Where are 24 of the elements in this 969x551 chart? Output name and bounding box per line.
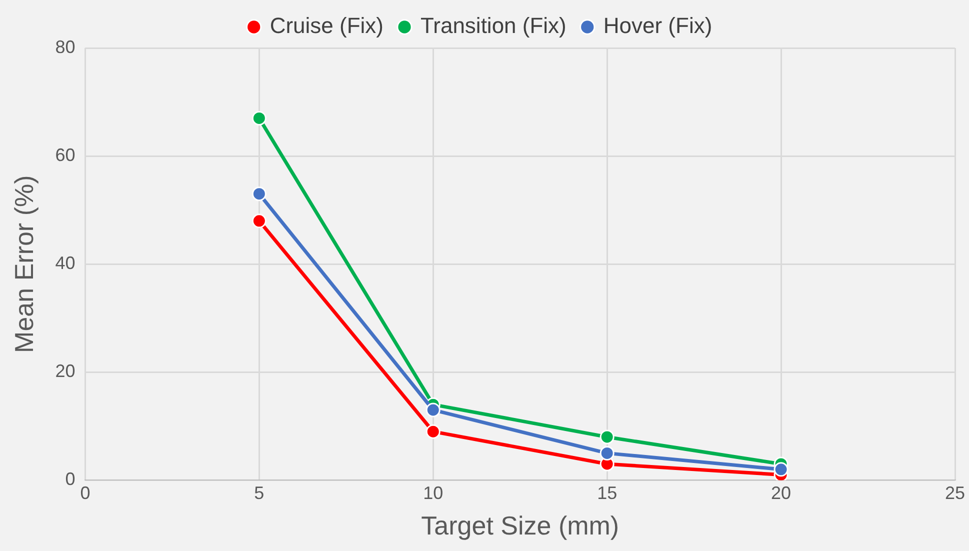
point [426, 402, 440, 418]
x-tick-label: 5 [254, 482, 264, 503]
point [600, 446, 614, 460]
y-tick-label: 40 [55, 253, 76, 274]
y-tick-label: 60 [55, 145, 76, 166]
point [600, 430, 614, 444]
point [426, 424, 440, 439]
point [252, 186, 266, 202]
legend-label: Hover (Fix) [603, 13, 712, 38]
y-tick-label: 20 [55, 361, 76, 382]
x-tick-label: 20 [771, 482, 792, 503]
y-tick-label: 0 [65, 469, 76, 490]
legend-label: Cruise (Fix) [270, 13, 384, 38]
x-tick-label: 25 [944, 482, 966, 503]
x-axis-title: Target Size (mm) [421, 510, 620, 541]
x-tick-label: 0 [80, 482, 90, 503]
legend-label: Transition (Fix) [420, 13, 566, 38]
y-tick-label: 80 [55, 36, 76, 57]
y-axis-title: Mean Error (%) [8, 175, 39, 353]
x-tick-label: 15 [597, 482, 618, 503]
point [774, 462, 788, 477]
point [252, 110, 266, 126]
x-tick-label: 10 [423, 482, 444, 503]
point [252, 214, 266, 228]
